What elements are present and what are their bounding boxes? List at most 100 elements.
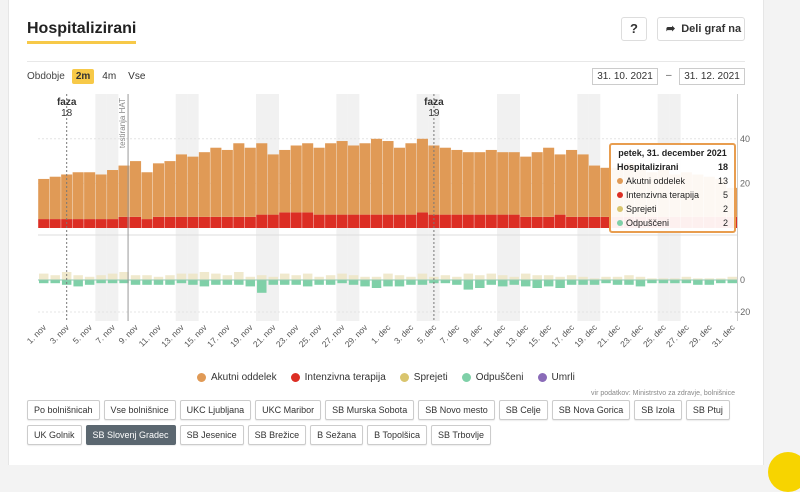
hospital-button[interactable]: Vse bolnišnice <box>103 400 176 420</box>
hospital-button[interactable]: UK Golnik <box>27 425 82 445</box>
admitted-bar <box>601 276 611 280</box>
icu-bar <box>313 214 325 228</box>
admitted-bar <box>658 278 669 280</box>
admitted-bar <box>417 273 428 280</box>
hospital-button[interactable]: SB Novo mesto <box>418 400 495 420</box>
hospital-button[interactable]: SB Ptuj <box>685 400 730 420</box>
admitted-bar <box>612 276 623 280</box>
admitted-bar <box>566 275 577 280</box>
acute-bar <box>164 161 176 217</box>
acute-bar <box>256 143 268 215</box>
hospital-button[interactable]: SB Murska Sobota <box>325 400 415 420</box>
icu-bar <box>577 216 589 228</box>
y-tick-label: 0 <box>740 275 745 285</box>
icu-bar <box>279 212 291 228</box>
admitted-bar <box>73 275 83 280</box>
admitted-swatch <box>617 206 623 212</box>
icu-bar <box>175 216 187 228</box>
x-tick-label: 23. nov <box>274 322 301 349</box>
icu-bar <box>84 219 96 228</box>
hospital-button[interactable]: SB Celje <box>498 400 548 420</box>
period-option-2m[interactable]: 2m <box>71 69 95 84</box>
x-tick-label: 15. dec <box>526 322 553 349</box>
admitted-bar <box>532 275 542 280</box>
x-tick-label: 3. dec <box>392 322 416 346</box>
date-to-input[interactable]: 31. 12. 2021 <box>679 68 745 85</box>
x-tick-label: 7. dec <box>438 322 462 346</box>
admitted-bar <box>84 276 95 280</box>
icu-bar <box>164 216 176 228</box>
icu-bar <box>325 214 337 228</box>
acute-bar <box>497 152 509 215</box>
discharged-bar <box>383 280 393 287</box>
discharged-bar <box>394 280 405 287</box>
hospital-button[interactable]: UKC Maribor <box>255 400 322 420</box>
phase-number: 19 <box>428 108 440 119</box>
discharged-bar <box>520 280 531 287</box>
period-option-4m[interactable]: 4m <box>102 71 117 82</box>
legend-item[interactable]: Intenzivna terapija <box>290 372 386 383</box>
hospital-button[interactable]: SB Izola <box>634 400 682 420</box>
x-tick-label: 13. dec <box>503 322 530 349</box>
acute-swatch <box>617 178 623 184</box>
help-button[interactable]: ? <box>621 17 647 41</box>
x-tick-label: 27. dec <box>664 322 691 349</box>
acute-bar <box>508 152 520 215</box>
legend-dot <box>197 373 206 382</box>
admitted-bar <box>234 272 244 280</box>
icu-bar <box>256 214 268 228</box>
discharged-bar <box>486 280 497 285</box>
admitted-bar <box>383 273 393 280</box>
discharged-bar <box>601 280 611 284</box>
discharged-bar <box>440 280 451 284</box>
hospital-button[interactable]: B Sežana <box>310 425 364 445</box>
acute-bar <box>233 143 245 217</box>
tooltip-row-icu: Intenzivna terapija 5 <box>617 188 728 202</box>
hospital-button[interactable]: Po bolnišnicah <box>27 400 100 420</box>
admitted-bar <box>348 275 359 280</box>
hospital-button[interactable]: UKC Ljubljana <box>179 400 252 420</box>
hospital-button[interactable]: SB Slovenj Gradec <box>85 425 176 445</box>
icu-bar <box>336 214 348 228</box>
icu-bar <box>428 214 440 228</box>
icu-bar <box>244 216 256 228</box>
x-tick-label: 1. nov <box>25 322 49 346</box>
hospital-button[interactable]: SB Trbovlje <box>431 425 492 445</box>
hospital-filter: Po bolnišnicah Vse bolnišnice UKC Ljubljan… <box>27 400 747 445</box>
acute-bar <box>543 147 555 217</box>
admitted-bar <box>119 272 129 280</box>
acute-bar <box>313 147 325 215</box>
legend-item[interactable]: Sprejeti <box>399 372 448 383</box>
discharged-bar <box>222 280 233 285</box>
legend-item[interactable]: Odpuščeni <box>461 372 524 383</box>
admitted-bar <box>589 278 600 280</box>
admitted-bar <box>257 275 267 280</box>
icu-bar <box>152 216 165 228</box>
icu-bar <box>531 216 543 228</box>
discharged-bar <box>211 280 221 285</box>
admitted-bar <box>452 276 462 280</box>
y-tick-label: −20 <box>735 307 750 317</box>
hospital-button[interactable]: SB Jesenice <box>179 425 244 445</box>
admitted-bar <box>670 278 680 280</box>
legend-item[interactable]: Akutni oddelek <box>197 372 277 383</box>
discharged-bar <box>176 280 187 284</box>
hospital-button[interactable]: B Topolšica <box>367 425 428 445</box>
hospital-button[interactable]: SB Brežice <box>247 425 307 445</box>
date-from-input[interactable]: 31. 10. 2021 <box>592 68 658 85</box>
admitted-bar <box>555 276 565 280</box>
discharged-bar <box>498 280 508 287</box>
tooltip-row-acute: Akutni oddelek 13 <box>617 174 728 188</box>
share-button[interactable]: ➦ Deli graf na <box>657 17 745 41</box>
legend-item[interactable]: Umrli <box>537 372 575 383</box>
legend-label: Sprejeti <box>413 372 448 383</box>
x-tick-label: 29. dec <box>687 322 714 349</box>
legend-dot <box>461 373 471 382</box>
acute-bar <box>72 172 84 220</box>
acute-bar <box>416 138 428 213</box>
phase-number: 18 <box>61 108 73 119</box>
hospital-button[interactable]: SB Nova Gorica <box>551 400 631 420</box>
admitted-bar <box>681 276 692 280</box>
period-option-all[interactable]: Vse <box>128 71 146 82</box>
